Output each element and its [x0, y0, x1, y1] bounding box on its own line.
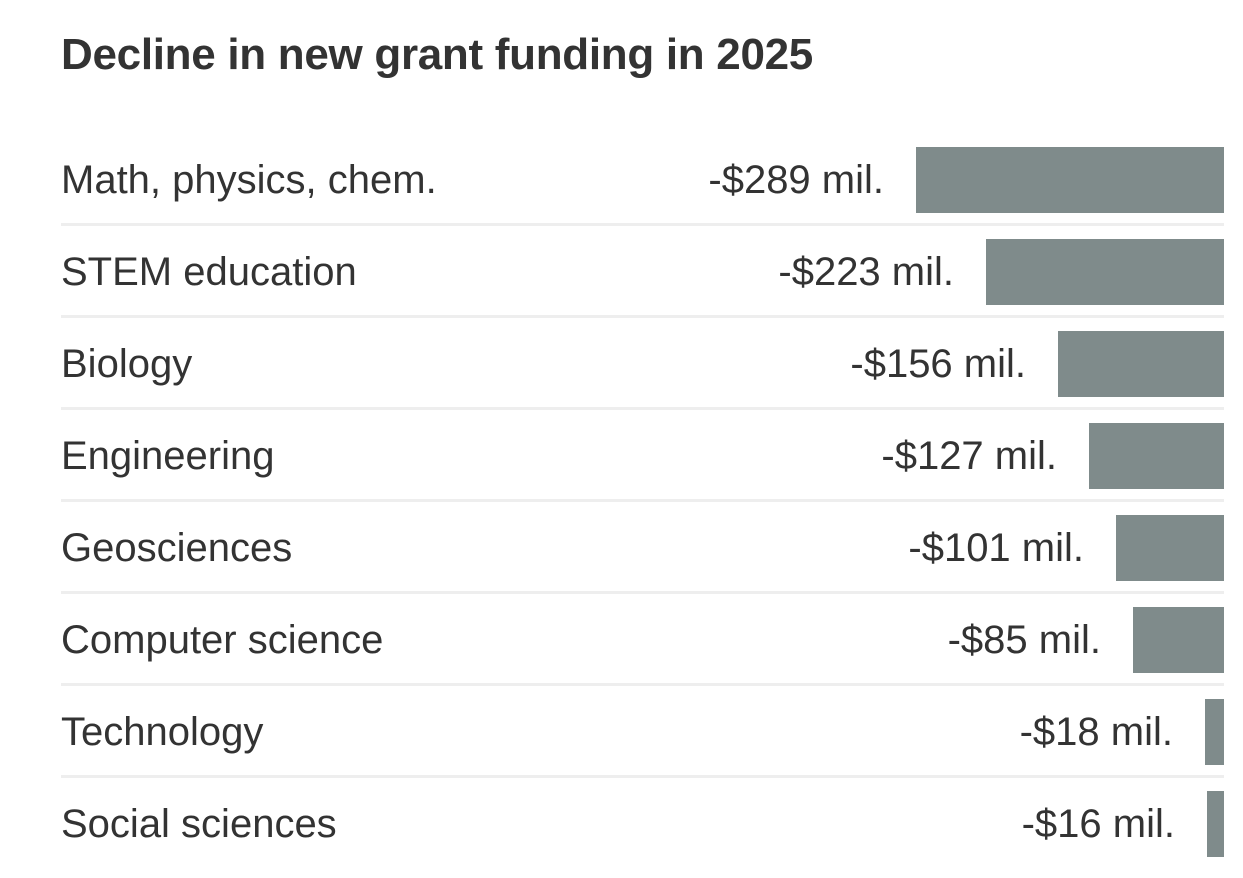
category-label: Technology — [61, 710, 264, 754]
row-divider — [61, 223, 1224, 226]
category-label: Biology — [61, 342, 193, 386]
row-divider — [61, 775, 1224, 778]
bar — [1133, 607, 1224, 673]
bar-row: Engineering -$127 mil. — [61, 410, 1224, 502]
value-label: -$16 mil. — [1021, 802, 1175, 846]
bar-row: Computer science -$85 mil. — [61, 594, 1224, 686]
bar-row: Math, physics, chem. -$289 mil. — [61, 134, 1224, 226]
category-label: Geosciences — [61, 526, 293, 570]
category-label: Engineering — [61, 434, 275, 478]
bar — [986, 239, 1224, 305]
bar-row: Technology -$18 mil. — [61, 686, 1224, 778]
bar — [1205, 699, 1224, 765]
bar-rows: Math, physics, chem. -$289 mil. STEM educa… — [61, 134, 1224, 868]
category-label: Computer science — [61, 618, 384, 662]
row-divider — [61, 591, 1224, 594]
bar — [1116, 515, 1224, 581]
bar-row: Social sciences -$16 mil. — [61, 778, 1224, 870]
row-divider — [61, 499, 1224, 502]
value-label: -$289 mil. — [708, 158, 884, 202]
value-label: -$127 mil. — [881, 434, 1057, 478]
bar — [1207, 791, 1224, 857]
bar — [1089, 423, 1224, 489]
chart-title: Decline in new grant funding in 2025 — [61, 30, 813, 79]
bar — [1058, 331, 1224, 397]
value-label: -$18 mil. — [1019, 710, 1173, 754]
value-label: -$223 mil. — [778, 250, 954, 294]
row-divider — [61, 683, 1224, 686]
category-label: Math, physics, chem. — [61, 158, 437, 202]
bar-row: Geosciences -$101 mil. — [61, 502, 1224, 594]
value-label: -$85 mil. — [947, 618, 1101, 662]
row-divider — [61, 315, 1224, 318]
bar — [916, 147, 1224, 213]
category-label: Social sciences — [61, 802, 337, 846]
bar-row: Biology -$156 mil. — [61, 318, 1224, 410]
bar-row: STEM education -$223 mil. — [61, 226, 1224, 318]
value-label: -$101 mil. — [908, 526, 1084, 570]
category-label: STEM education — [61, 250, 357, 294]
value-label: -$156 mil. — [850, 342, 1026, 386]
row-divider — [61, 407, 1224, 410]
